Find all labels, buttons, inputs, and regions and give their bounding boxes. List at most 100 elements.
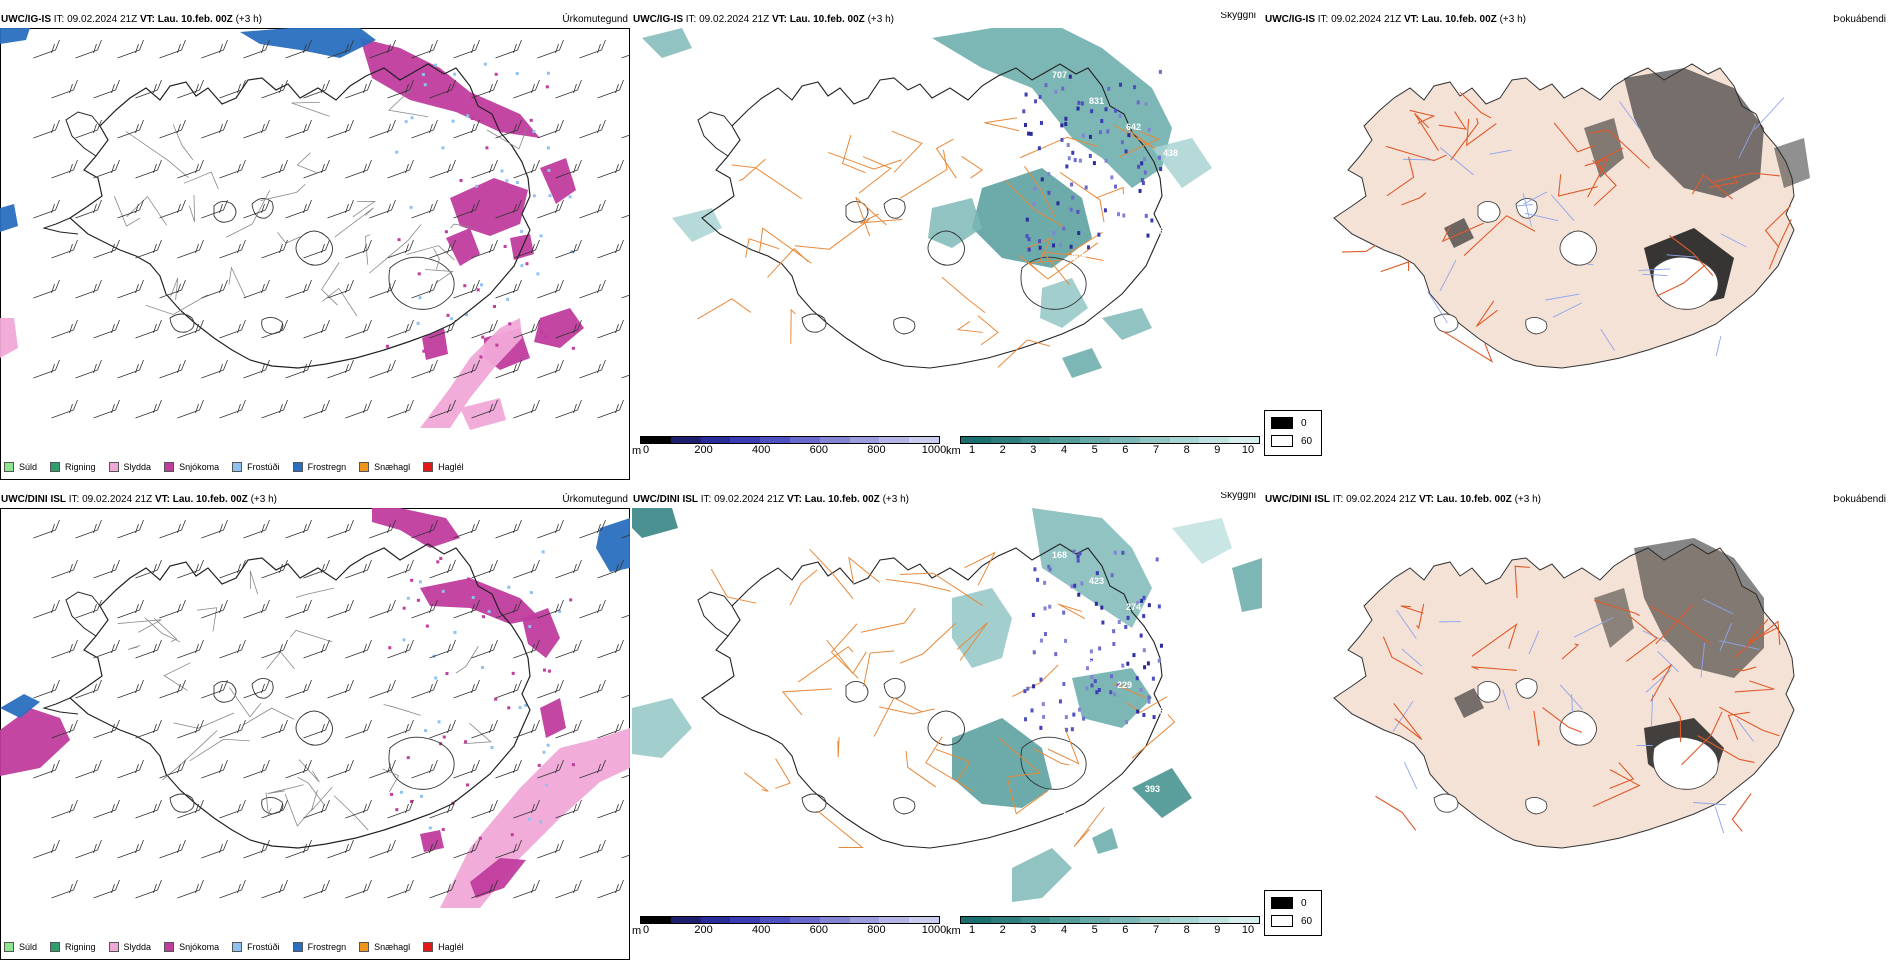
low-ceiling-cell (1070, 208, 1073, 212)
low-ceiling-cell (1033, 187, 1036, 191)
precip-cell (464, 740, 467, 743)
low-ceiling-cell (1093, 161, 1096, 165)
wind-barb (514, 560, 540, 578)
precip-cell (532, 130, 535, 133)
precip-cell (429, 826, 432, 829)
precip-cell (547, 72, 550, 75)
wind-barb (118, 200, 144, 218)
low-ceiling-cell (1079, 552, 1082, 556)
low-visibility-area (672, 208, 722, 242)
wind-barb (202, 760, 228, 778)
wind-barb (538, 40, 564, 58)
wind-barb (430, 720, 456, 738)
precip-cell (519, 706, 522, 709)
low-ceiling-cell (1117, 212, 1120, 216)
low-ceiling-cell (1140, 161, 1143, 165)
precip-cell (418, 272, 421, 275)
low-ceiling-cell (1143, 648, 1146, 652)
coastline (66, 592, 100, 636)
precip-area (372, 508, 460, 548)
wind-barb (52, 400, 78, 418)
ceiling-label: 168 (1052, 550, 1067, 560)
wind-barb (388, 720, 414, 738)
scale-tick-label: 1 (969, 444, 975, 456)
wind-barb (580, 280, 606, 298)
precip-cell (484, 63, 487, 66)
wind-barb (346, 880, 372, 898)
wind-barb (136, 240, 162, 258)
low-ceiling-cell (1062, 682, 1065, 686)
precip-cell (407, 756, 410, 759)
low-ceiling-cell (1118, 620, 1121, 624)
scale-swatch (1170, 917, 1200, 923)
wind-barb (160, 280, 186, 298)
precip-cell (434, 64, 437, 67)
it-value: 09.02.2024 21Z (67, 14, 137, 25)
wind-barb (202, 280, 228, 298)
low-ceiling-cell (1065, 715, 1068, 719)
low-ceiling-cell (1107, 87, 1110, 91)
road (127, 197, 167, 226)
scale-swatch (760, 437, 790, 443)
wind-barb (76, 760, 102, 778)
precip-cell (442, 590, 445, 593)
legend-label: Frostúði (247, 942, 280, 952)
coastline (66, 112, 100, 156)
scale-tick-label: 400 (752, 924, 770, 936)
precip-cell (546, 85, 549, 88)
wind-barb (202, 200, 228, 218)
road (843, 135, 866, 173)
wind-barb (34, 280, 60, 298)
low-ceiling-cell (1085, 186, 1088, 190)
precip-cell (445, 672, 448, 675)
it-label: IT: (686, 14, 697, 25)
low-ceiling-cell (1110, 175, 1113, 179)
wind-barb (160, 120, 186, 138)
precip-cell (501, 169, 504, 172)
ceiling-label: 369 (1154, 226, 1169, 236)
low-ceiling-cell (1023, 689, 1026, 693)
wind-barb (160, 760, 186, 778)
road (322, 288, 357, 316)
panel-title: Skyggni (1220, 12, 1256, 24)
model-name: UWC/DINI ISL (1, 494, 66, 505)
legend-item: Haglél (423, 462, 464, 472)
precip-cell (482, 615, 485, 618)
wind-barb (346, 240, 372, 258)
river (1715, 807, 1723, 833)
visibility-panel-top: UWC/IG-IS IT: 09.02.2024 21Z VT: Lau. 10… (632, 12, 1264, 482)
low-ceiling-cell (1039, 726, 1042, 730)
glacier-outline (389, 257, 454, 309)
road (230, 688, 261, 717)
wind-barb (286, 520, 312, 538)
legend-label: Frostregn (308, 462, 347, 472)
wind-barb (538, 280, 564, 298)
ceiling-label: 642 (1126, 122, 1141, 132)
wind-barb (136, 640, 162, 658)
wind-barb (34, 520, 60, 538)
low-ceiling-cell (1090, 109, 1093, 113)
scale-swatch (671, 917, 701, 923)
fog-legend-value: 0 (1301, 898, 1307, 909)
wind-barb (538, 520, 564, 538)
low-ceiling-cell (1034, 99, 1037, 103)
ceiling-label: 118 (1145, 304, 1160, 314)
legend-item: Slydda (109, 462, 152, 472)
wind-barb (454, 40, 480, 58)
wind-barb (34, 680, 60, 698)
precip-cell (548, 670, 551, 673)
scale-tick-label: 3 (1030, 444, 1036, 456)
low-visibility-area (642, 28, 692, 58)
legend-item: Súld (4, 462, 37, 472)
glacier-outline (884, 198, 905, 218)
wind-barb (34, 840, 60, 858)
wind-barb (34, 40, 60, 58)
low-ceiling-cell (1059, 699, 1062, 703)
legend-swatch (293, 462, 303, 472)
road (1097, 188, 1124, 198)
low-visibility-area (952, 718, 1052, 808)
scale-tick-label: 0 (643, 444, 649, 456)
wind-barb (388, 320, 414, 338)
panel-header: UWC/IG-IS IT: 09.02.2024 21Z VT: Lau. 10… (0, 12, 632, 28)
low-ceiling-cell (1060, 123, 1063, 127)
